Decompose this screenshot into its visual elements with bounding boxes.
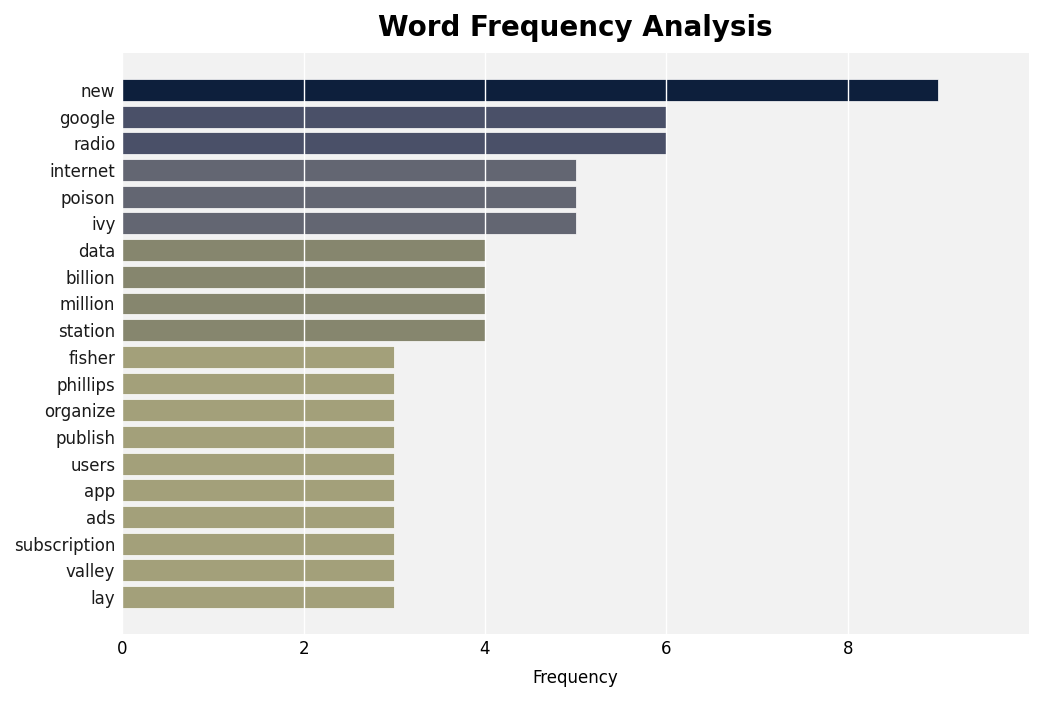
Bar: [122, 533, 394, 554]
Bar: [122, 373, 394, 395]
Bar: [122, 319, 485, 341]
Bar: [122, 506, 394, 528]
Bar: [122, 400, 394, 421]
Bar: [122, 212, 576, 234]
Bar: [122, 292, 485, 315]
Bar: [122, 266, 485, 287]
Bar: [122, 479, 394, 501]
Bar: [122, 106, 666, 128]
Bar: [122, 453, 394, 475]
Bar: [122, 186, 576, 207]
Bar: [122, 132, 666, 154]
Bar: [122, 239, 485, 261]
Title: Word Frequency Analysis: Word Frequency Analysis: [379, 14, 773, 42]
Bar: [122, 159, 576, 181]
Bar: [122, 559, 394, 581]
Bar: [122, 426, 394, 448]
Bar: [122, 79, 939, 101]
Bar: [122, 586, 394, 608]
Bar: [122, 346, 394, 368]
X-axis label: Frequency: Frequency: [533, 669, 618, 687]
